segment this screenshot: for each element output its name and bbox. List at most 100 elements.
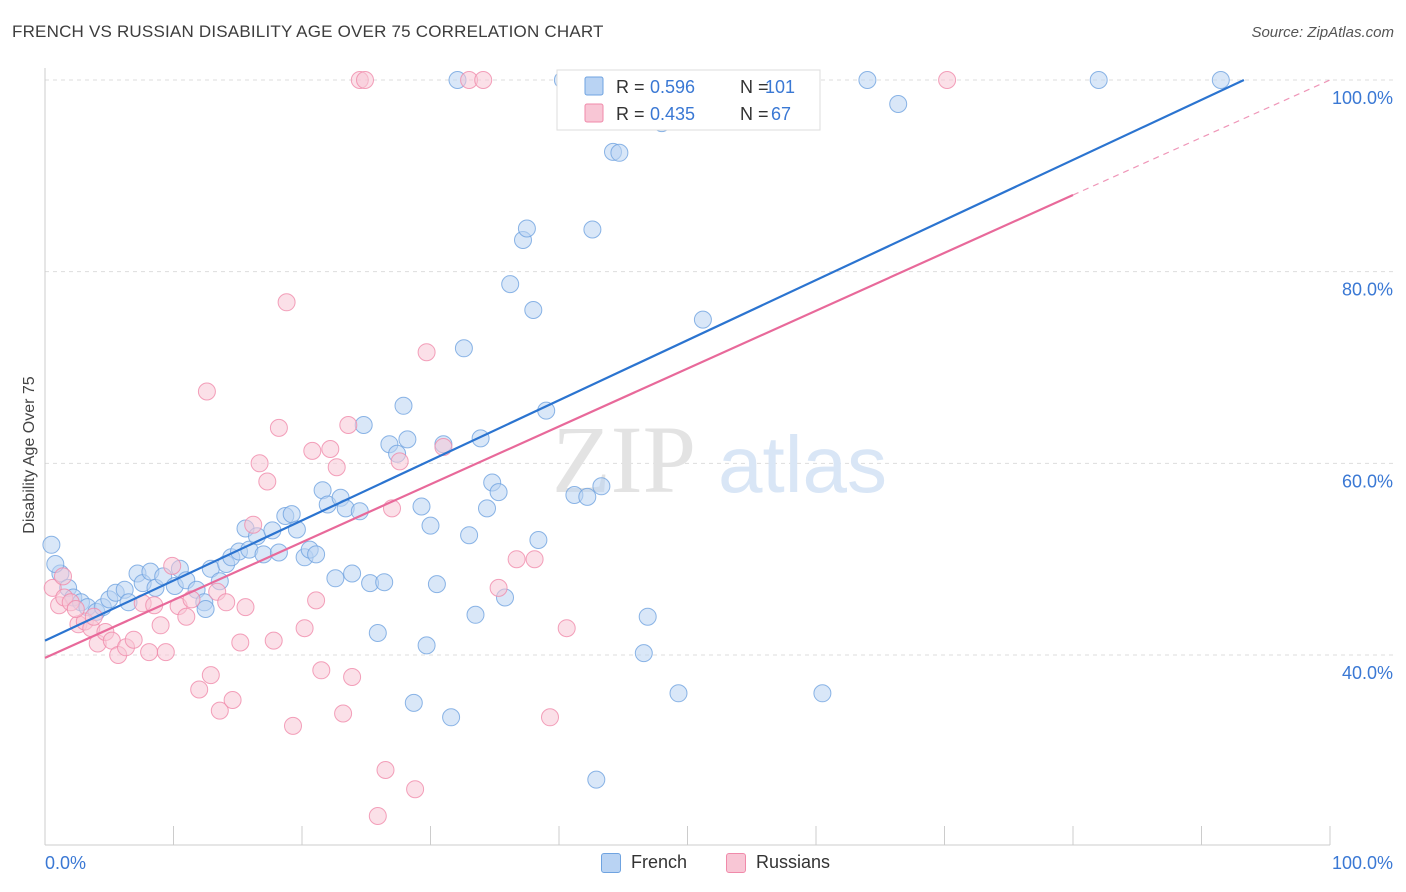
russian-point bbox=[507, 550, 526, 569]
french-point bbox=[42, 535, 61, 554]
french-point bbox=[354, 416, 373, 434]
french-point bbox=[427, 575, 446, 594]
russian-point bbox=[327, 458, 346, 477]
russian-point bbox=[231, 633, 250, 652]
french-point bbox=[813, 684, 832, 703]
y-axis-label: Disability Age Over 75 bbox=[21, 376, 38, 534]
y-tick-labels: 40.0% 60.0% 80.0% 100.0% bbox=[1332, 88, 1393, 683]
french-point bbox=[326, 569, 345, 588]
watermark-atlas: atlas bbox=[718, 420, 887, 509]
x-tick-label: 0.0% bbox=[45, 853, 86, 873]
french-n-label: N = bbox=[740, 77, 769, 97]
french-point bbox=[404, 693, 423, 712]
french-r-value: 0.596 bbox=[650, 77, 695, 97]
russian-point bbox=[250, 454, 269, 473]
french-point bbox=[282, 505, 301, 524]
russian-point bbox=[163, 556, 182, 575]
russian-point bbox=[343, 668, 362, 686]
french-point bbox=[889, 95, 908, 113]
russian-point bbox=[156, 643, 175, 662]
french-point bbox=[307, 545, 326, 564]
russian-point bbox=[190, 680, 209, 699]
russian-point bbox=[217, 593, 236, 612]
russian-n-value: 67 bbox=[771, 104, 791, 124]
french-point bbox=[489, 483, 508, 502]
french-point bbox=[693, 310, 712, 329]
russian-point bbox=[334, 704, 353, 723]
russian-point bbox=[210, 701, 229, 720]
french-point bbox=[368, 624, 387, 642]
legend-label-french: French bbox=[631, 852, 688, 872]
legend-item-russians[interactable]: Russians bbox=[726, 852, 830, 873]
french-point bbox=[398, 430, 417, 449]
russian-r-label: R = bbox=[616, 104, 645, 124]
french-point bbox=[1089, 71, 1108, 89]
french-point bbox=[412, 497, 431, 516]
russian-point bbox=[151, 616, 170, 635]
russian-point bbox=[277, 293, 296, 312]
legend-item-french[interactable]: French bbox=[601, 852, 687, 873]
russian-stat-swatch bbox=[584, 103, 604, 123]
russian-point bbox=[269, 418, 288, 437]
russian-point bbox=[368, 807, 387, 825]
french-point bbox=[196, 600, 215, 618]
french-point bbox=[471, 429, 490, 448]
french-point bbox=[578, 487, 597, 506]
russian-point bbox=[258, 472, 277, 491]
french-point bbox=[460, 526, 479, 545]
russian-point bbox=[312, 661, 331, 680]
russian-point bbox=[264, 631, 283, 650]
french-point bbox=[634, 644, 653, 663]
french-point bbox=[529, 531, 548, 549]
french-point bbox=[587, 770, 606, 789]
russian-point bbox=[434, 438, 453, 456]
y-tick-label: 60.0% bbox=[1342, 471, 1393, 491]
russian-n-label: N = bbox=[740, 104, 769, 124]
russian-point bbox=[339, 416, 358, 434]
french-point bbox=[669, 684, 688, 703]
french-point bbox=[583, 220, 602, 239]
russian-point bbox=[295, 619, 314, 638]
french-point bbox=[638, 607, 657, 626]
y-tick-label: 40.0% bbox=[1342, 663, 1393, 683]
french-stat-swatch bbox=[584, 76, 604, 96]
russian-point bbox=[489, 578, 508, 597]
french-point bbox=[343, 564, 362, 583]
grid-lines bbox=[45, 79, 1395, 656]
russian-point bbox=[54, 567, 72, 586]
x-tick-label: 100.0% bbox=[1332, 853, 1393, 873]
french-point bbox=[417, 636, 436, 655]
russian-point bbox=[390, 452, 409, 471]
y-tick-label: 80.0% bbox=[1342, 280, 1393, 300]
data-points bbox=[42, 71, 1230, 825]
french-trend-line bbox=[44, 79, 1245, 642]
french-point bbox=[454, 339, 473, 358]
french-point bbox=[592, 477, 611, 496]
russian-point bbox=[66, 600, 85, 618]
french-r-label: R = bbox=[616, 77, 645, 97]
legend-swatch-french bbox=[601, 852, 621, 873]
russian-r-value: 0.435 bbox=[650, 104, 695, 124]
french-point bbox=[501, 275, 520, 294]
french-point bbox=[442, 708, 461, 727]
y-tick-label: 100.0% bbox=[1332, 88, 1393, 108]
russian-point bbox=[223, 691, 242, 709]
russian-point bbox=[236, 598, 255, 617]
russian-point bbox=[244, 515, 263, 534]
russian-point bbox=[417, 343, 436, 362]
russian-point bbox=[43, 578, 62, 597]
russian-point bbox=[557, 619, 576, 638]
russian-point bbox=[474, 71, 493, 89]
russian-point bbox=[525, 550, 544, 569]
french-point bbox=[375, 573, 394, 592]
russian-point bbox=[307, 591, 326, 610]
russian-point bbox=[376, 761, 395, 779]
russian-point bbox=[197, 382, 216, 401]
x-tick-labels: 0.0% 100.0% bbox=[45, 853, 1393, 873]
legend-swatch-russians bbox=[726, 852, 746, 873]
watermark: ZIP atlas bbox=[552, 406, 887, 513]
russian-point bbox=[124, 630, 143, 649]
russian-trend-extension bbox=[1072, 79, 1331, 196]
trend-lines bbox=[44, 79, 1331, 659]
